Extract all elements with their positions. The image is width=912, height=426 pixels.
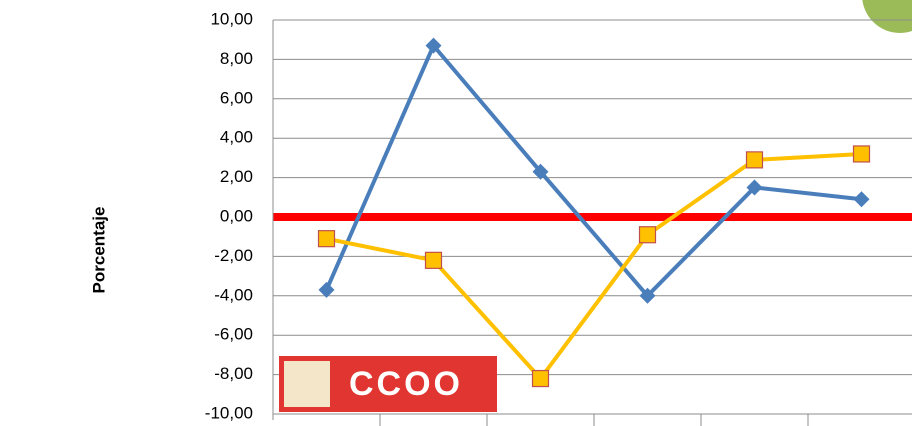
y-axis-label: Porcentaje xyxy=(89,207,108,294)
marker xyxy=(318,281,335,298)
y-tick-label: -4,00 xyxy=(214,285,253,304)
series-line xyxy=(326,151,862,381)
logo-icon xyxy=(284,361,330,407)
marker xyxy=(853,191,870,208)
marker xyxy=(317,230,336,248)
series-line xyxy=(324,43,862,298)
marker xyxy=(532,163,549,180)
y-tick-label: 4,00 xyxy=(220,128,253,147)
y-tick-label: 10,00 xyxy=(210,9,253,28)
marker xyxy=(531,369,550,388)
marker xyxy=(746,179,763,196)
y-tick-label: 0,00 xyxy=(220,206,253,225)
y-tick-label: -6,00 xyxy=(214,325,253,344)
logo: CCOO xyxy=(279,356,497,412)
marker xyxy=(638,226,657,244)
y-tick-label: 6,00 xyxy=(220,88,253,107)
y-tick-label: 8,00 xyxy=(220,49,253,68)
y-tick-label: -2,00 xyxy=(214,246,253,265)
marker xyxy=(425,37,442,54)
marker xyxy=(745,151,764,169)
y-tick-label: -10,00 xyxy=(205,403,253,422)
marker xyxy=(639,287,656,304)
y-tick-label: 2,00 xyxy=(220,167,253,186)
logo-text: CCOO xyxy=(349,365,463,403)
y-tick-label: -8,00 xyxy=(214,364,253,383)
decoration xyxy=(862,0,912,33)
marker xyxy=(852,145,871,163)
marker xyxy=(424,251,443,269)
